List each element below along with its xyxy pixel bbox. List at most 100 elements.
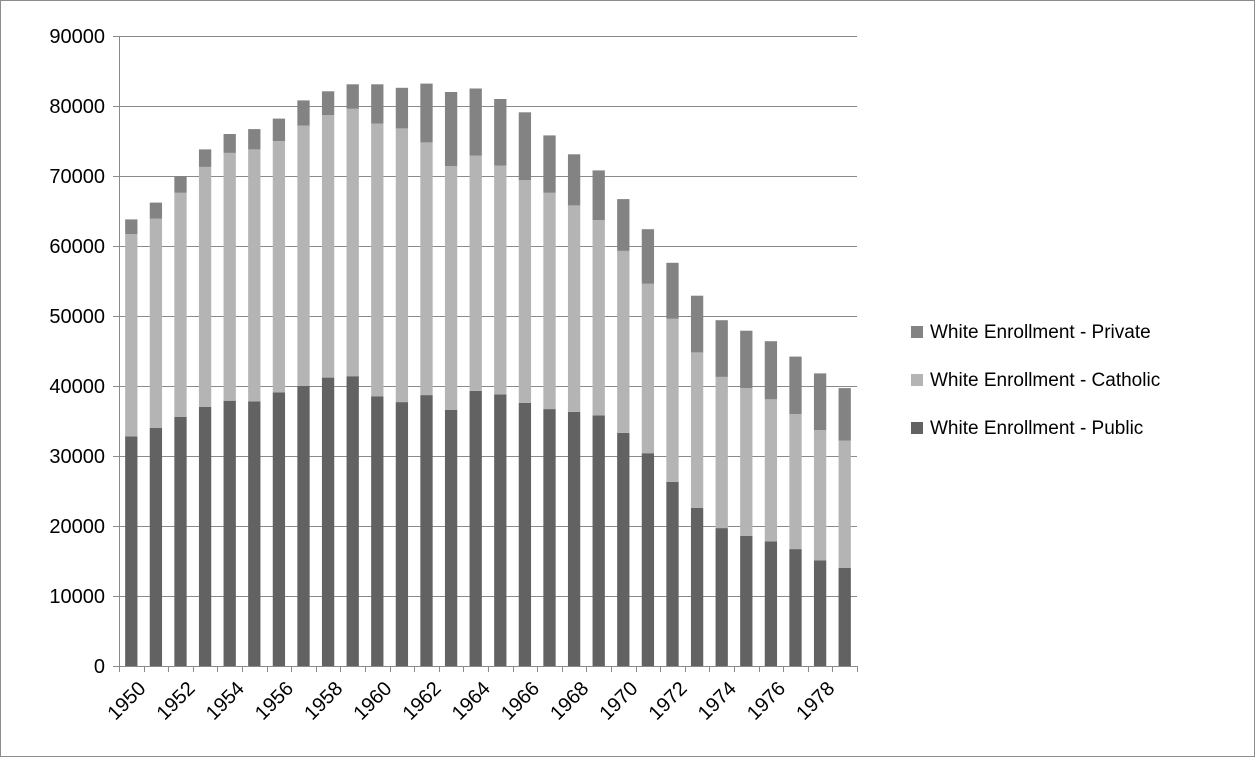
bar-1965-series-0 [494, 394, 507, 666]
y-tick-label-50000: 50000 [49, 306, 105, 328]
bar-1954-series-2 [223, 134, 236, 153]
x-tick-label-1968: 1968 [546, 678, 593, 725]
legend-swatch-0 [911, 326, 923, 338]
gridlines [119, 36, 857, 597]
y-tick-label-30000: 30000 [49, 446, 105, 468]
bar-1952-series-2 [174, 176, 187, 193]
bar-1961-series-1 [395, 128, 409, 403]
x-tick-label-1978: 1978 [792, 678, 839, 725]
bar-1956-series-2 [272, 118, 286, 141]
bar-1965-series-2 [494, 99, 507, 166]
bar-1950-series-2 [125, 219, 138, 235]
bar-1979-series-1 [838, 440, 851, 568]
bar-1956-series-0 [272, 392, 286, 666]
legend-label-0: White Enrollment - Private [930, 322, 1151, 343]
x-tick-label-1966: 1966 [497, 678, 544, 725]
bar-1966-series-2 [518, 112, 532, 181]
y-tick-label-90000: 90000 [49, 26, 105, 48]
x-tick-label-1964: 1964 [448, 678, 495, 725]
legend-swatch-1 [911, 374, 923, 386]
bar-1970-series-0 [617, 432, 630, 666]
bar-1969-series-1 [592, 220, 605, 416]
x-tick-labels: 1950 1952 1954 1956 1958 1960 1962 1964 1966 1968… [103, 678, 839, 725]
bar-1974-series-0 [715, 528, 728, 666]
bar-1968-series-2 [567, 154, 581, 206]
bar-1965-series-1 [494, 165, 507, 395]
bar-1953-series-1 [198, 166, 212, 407]
bar-1972-series-2 [666, 262, 679, 319]
bar-1964-series-2 [469, 88, 482, 156]
bar-1950-series-0 [125, 436, 138, 666]
bar-1959-series-1 [346, 108, 359, 377]
bar-1971-series-1 [641, 283, 655, 454]
bar-1967-series-0 [543, 409, 556, 666]
bar-1971-series-0 [641, 453, 655, 666]
bar-1969-series-2 [592, 170, 605, 221]
bar-1966-series-1 [518, 180, 532, 403]
bar-1963-series-0 [444, 409, 458, 666]
bar-1964-series-0 [469, 390, 482, 666]
bar-1957-series-2 [297, 100, 310, 126]
y-tick-labels: 0 10000 20000 30000 40000 50000 60000 70000 8000… [49, 26, 105, 678]
bar-1969-series-0 [592, 415, 605, 666]
bar-1957-series-0 [297, 386, 310, 666]
legend: White Enrollment - Private White Enrollme… [911, 322, 1160, 439]
bar-1972-series-0 [666, 481, 679, 666]
bar-1979-series-2 [838, 388, 851, 441]
bar-1952-series-0 [174, 416, 187, 666]
bar-1955-series-0 [248, 401, 261, 666]
x-tick-label-1952: 1952 [153, 678, 200, 725]
bar-1959-series-0 [346, 376, 359, 666]
legend-label-1: White Enrollment - Catholic [930, 370, 1160, 391]
bar-1975-series-0 [740, 535, 753, 666]
bar-1973-series-2 [690, 295, 704, 353]
bar-1966-series-0 [518, 402, 532, 666]
bar-1952-series-1 [174, 192, 187, 417]
bar-1955-series-2 [248, 129, 261, 150]
bar-1962-series-1 [420, 142, 433, 396]
bar-1974-series-2 [715, 320, 728, 377]
bar-1977-series-2 [789, 356, 802, 414]
bar-1954-series-0 [223, 400, 236, 666]
y-tick-label-0: 0 [94, 656, 105, 678]
x-tick-label-1960: 1960 [349, 678, 396, 725]
bar-1973-series-1 [690, 352, 704, 508]
bar-1964-series-1 [469, 155, 482, 391]
bar-1951-series-1 [149, 218, 163, 428]
x-tick-label-1958: 1958 [300, 678, 347, 725]
legend-swatch-2 [911, 422, 923, 434]
bar-1973-series-0 [690, 507, 704, 666]
bar-1953-series-2 [198, 149, 212, 167]
bar-1961-series-2 [395, 87, 409, 129]
y-tick-label-70000: 70000 [49, 166, 105, 188]
bar-1976-series-2 [764, 341, 778, 400]
bar-1960-series-2 [371, 84, 384, 124]
bar-1955-series-1 [248, 149, 261, 402]
x-tick-label-1962: 1962 [399, 678, 446, 725]
bar-1963-series-2 [444, 92, 458, 167]
bar-1976-series-0 [764, 541, 778, 666]
bars [125, 83, 851, 666]
bar-1971-series-2 [641, 229, 655, 284]
bar-1979-series-0 [838, 568, 851, 666]
bar-1960-series-1 [371, 123, 384, 397]
bar-1972-series-1 [666, 318, 679, 482]
x-tick-label-1970: 1970 [595, 678, 642, 725]
bar-1975-series-1 [740, 388, 753, 536]
bar-1950-series-1 [125, 234, 138, 437]
bar-1970-series-2 [617, 199, 630, 251]
y-tick-label-40000: 40000 [49, 376, 105, 398]
bar-1975-series-2 [740, 330, 753, 389]
bar-1978-series-1 [813, 430, 827, 561]
x-tick-label-1956: 1956 [251, 678, 298, 725]
bar-1954-series-1 [223, 152, 236, 401]
bar-1958-series-0 [321, 377, 335, 666]
bar-1978-series-0 [813, 560, 827, 666]
bar-1951-series-2 [149, 202, 163, 219]
bar-1956-series-1 [272, 141, 286, 393]
bar-1974-series-1 [715, 376, 728, 529]
y-tick-label-10000: 10000 [49, 586, 105, 608]
x-tick-label-1974: 1974 [694, 678, 741, 725]
